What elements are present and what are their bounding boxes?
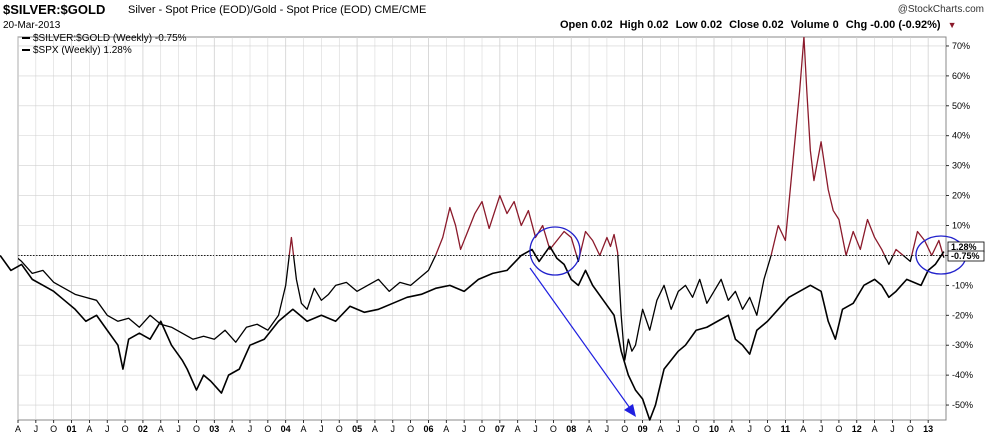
- legend-label: $SPX (Weekly) 1.28%: [33, 45, 132, 56]
- x-tick-label: J: [319, 424, 324, 434]
- series-layer: [0, 37, 945, 421]
- chart-description: Silver - Spot Price (EOD)/Gold - Spot Pr…: [128, 4, 427, 16]
- legend-swatch: [22, 49, 30, 52]
- x-tick-label: J: [391, 424, 396, 434]
- close-value: Close 0.02: [729, 19, 784, 31]
- x-tick-label: J: [248, 424, 253, 434]
- legend-item-spx: $SPX (Weekly) 1.28%: [22, 45, 187, 57]
- x-tick-label: A: [229, 424, 235, 434]
- x-tick-label: 04: [281, 424, 291, 434]
- x-tick-label: J: [676, 424, 681, 434]
- ohlc-readout: Open 0.02 High 0.02 Low 0.02 Close 0.02 …: [560, 19, 961, 31]
- legend: $SILVER:$GOLD (Weekly) -0.75% $SPX (Week…: [22, 33, 187, 57]
- x-tick-label: O: [336, 424, 343, 434]
- y-tick-label: -10%: [952, 280, 973, 290]
- end-labels: 1.28% -0.75%: [947, 241, 985, 262]
- x-tick-label: A: [443, 424, 449, 434]
- x-tick-label: O: [407, 424, 414, 434]
- x-tick-label: J: [105, 424, 110, 434]
- y-tick-label: 50%: [952, 101, 970, 111]
- x-tick-label: A: [800, 424, 806, 434]
- x-tick-label: A: [301, 424, 307, 434]
- x-tick-label: J: [890, 424, 895, 434]
- x-tick-label: 07: [495, 424, 505, 434]
- x-tick-label: A: [657, 424, 663, 434]
- y-tick-label: -20%: [952, 310, 973, 320]
- x-tick-label: 10: [709, 424, 719, 434]
- series-line-spx: [0, 245, 945, 421]
- x-tick-label: 12: [852, 424, 862, 434]
- x-tick-label: A: [86, 424, 92, 434]
- x-tick-label: J: [605, 424, 610, 434]
- x-tick-label: 09: [638, 424, 648, 434]
- x-tick-label: 05: [352, 424, 362, 434]
- trend-arrow: [529, 267, 633, 412]
- x-tick-label: O: [550, 424, 557, 434]
- x-tick-label: O: [764, 424, 771, 434]
- legend-swatch: [22, 37, 30, 40]
- x-tick-label: O: [835, 424, 842, 434]
- x-tick-label: 03: [209, 424, 219, 434]
- y-axis: 70%60%50%40%30%20%10%0%-10%-20%-30%-40%-…: [946, 41, 973, 410]
- legend-item-silver-gold: $SILVER:$GOLD (Weekly) -0.75%: [22, 33, 187, 45]
- silver-gold-end-box: [947, 250, 985, 262]
- volume-value: Volume 0: [790, 19, 839, 31]
- x-tick-label: J: [747, 424, 752, 434]
- x-tick-label: J: [462, 424, 467, 434]
- x-tick-label: 08: [566, 424, 576, 434]
- x-tick-label: A: [515, 424, 521, 434]
- low-value: Low 0.02: [675, 19, 723, 31]
- x-tick-label: A: [586, 424, 592, 434]
- y-tick-label: -30%: [952, 340, 973, 350]
- chart-date: 20-Mar-2013: [3, 20, 61, 31]
- x-tick-label: J: [819, 424, 824, 434]
- brand-watermark: @StockCharts.com: [897, 4, 984, 15]
- triangle-down-icon: ▼: [947, 20, 957, 30]
- x-tick-label: 13: [923, 424, 933, 434]
- chart-grid: [17, 36, 947, 421]
- x-tick-label: 01: [67, 424, 77, 434]
- y-tick-label: 20%: [952, 191, 970, 201]
- y-tick-label: 60%: [952, 71, 970, 81]
- x-tick-label: A: [729, 424, 735, 434]
- x-axis: A J O 01 A J O 02 A J O 03 A J O 04 A J O 05 A J O 06 A J O 07 A J O 08…: [15, 420, 933, 434]
- y-tick-label: 10%: [952, 221, 970, 231]
- y-tick-label: -50%: [952, 400, 973, 410]
- x-tick-label: O: [122, 424, 129, 434]
- highlight-circle-2008: [529, 226, 581, 276]
- x-tick-label: O: [478, 424, 485, 434]
- chg-value: Chg -0.00 (-0.92%): [845, 19, 941, 31]
- y-tick-label: 30%: [952, 161, 970, 171]
- x-tick-label: 06: [423, 424, 433, 434]
- x-tick-label: A: [15, 424, 21, 434]
- x-tick-label: O: [264, 424, 271, 434]
- x-tick-label: A: [158, 424, 164, 434]
- x-tick-label: O: [693, 424, 700, 434]
- chart-symbol: $SILVER:$GOLD: [3, 2, 106, 17]
- y-tick-label: 70%: [952, 41, 970, 51]
- chart-header: $SILVER:$GOLD Silver - Spot Price (EOD)/…: [0, 0, 996, 44]
- open-value: Open 0.02: [560, 19, 613, 31]
- series-line-silver-gold-below: [18, 255, 945, 361]
- x-tick-label: A: [872, 424, 878, 434]
- x-tick-label: J: [34, 424, 39, 434]
- high-value: High 0.02: [619, 19, 669, 31]
- arrow-head-icon: [624, 404, 636, 417]
- x-tick-label: 02: [138, 424, 148, 434]
- y-tick-label: -40%: [952, 370, 973, 380]
- silver-gold-end-label: -0.75%: [951, 251, 980, 261]
- series-line-silver-gold-above: [288, 37, 944, 256]
- y-tick-label: 40%: [952, 131, 970, 141]
- x-tick-label: 11: [781, 424, 791, 434]
- legend-label: $SILVER:$GOLD (Weekly) -0.75%: [33, 33, 187, 44]
- x-tick-label: J: [533, 424, 538, 434]
- x-tick-label: A: [372, 424, 378, 434]
- x-tick-label: J: [176, 424, 181, 434]
- x-tick-label: O: [50, 424, 57, 434]
- x-tick-label: O: [193, 424, 200, 434]
- x-tick-label: O: [621, 424, 628, 434]
- x-tick-label: O: [907, 424, 914, 434]
- spx-end-label: 1.28%: [951, 242, 977, 252]
